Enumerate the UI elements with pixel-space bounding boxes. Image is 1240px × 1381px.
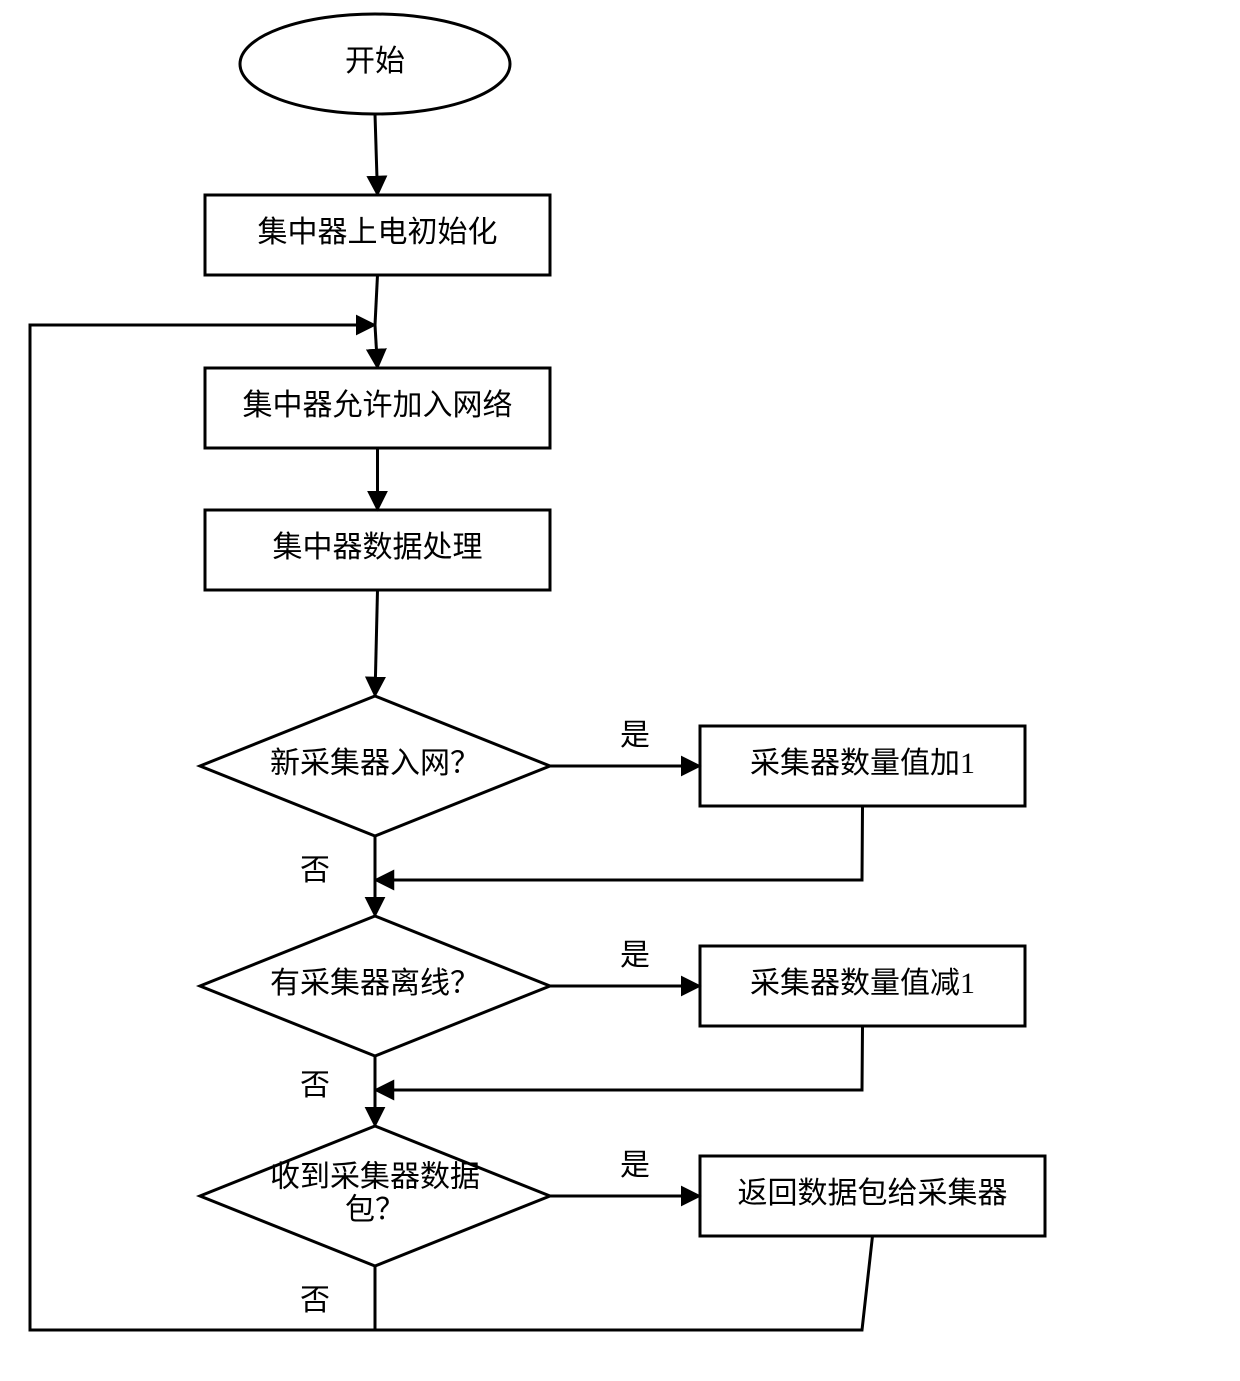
svg-text:有采集器离线？: 有采集器离线？ [270,967,480,1000]
svg-text:是: 是 [620,719,650,752]
allow-label: 集中器允许加入网络 [243,389,513,422]
svg-text:否: 否 [300,1284,330,1317]
flowchart: 开始集中器上电初始化集中器允许加入网络集中器数据处理新采集器入网？ 有采集器离线？… [0,0,1240,1381]
svg-text:否: 否 [300,854,330,887]
svg-text:否: 否 [300,1069,330,1102]
init-label: 集中器上电初始化 [258,216,498,249]
inc-label: 采集器数量值加1 [750,747,975,780]
svg-text:是: 是 [620,1149,650,1182]
svg-text:是: 是 [620,939,650,972]
svg-text:收到采集器数据: 收到采集器数据 [270,1160,480,1193]
svg-text:新采集器入网？: 新采集器入网？ [270,747,480,780]
svg-text:包？: 包？ [345,1193,405,1226]
start-label: 开始 [345,45,405,78]
dec-label: 采集器数量值减1 [750,967,975,1000]
process-label: 集中器数据处理 [273,531,483,564]
ret-label: 返回数据包给采集器 [738,1177,1008,1210]
